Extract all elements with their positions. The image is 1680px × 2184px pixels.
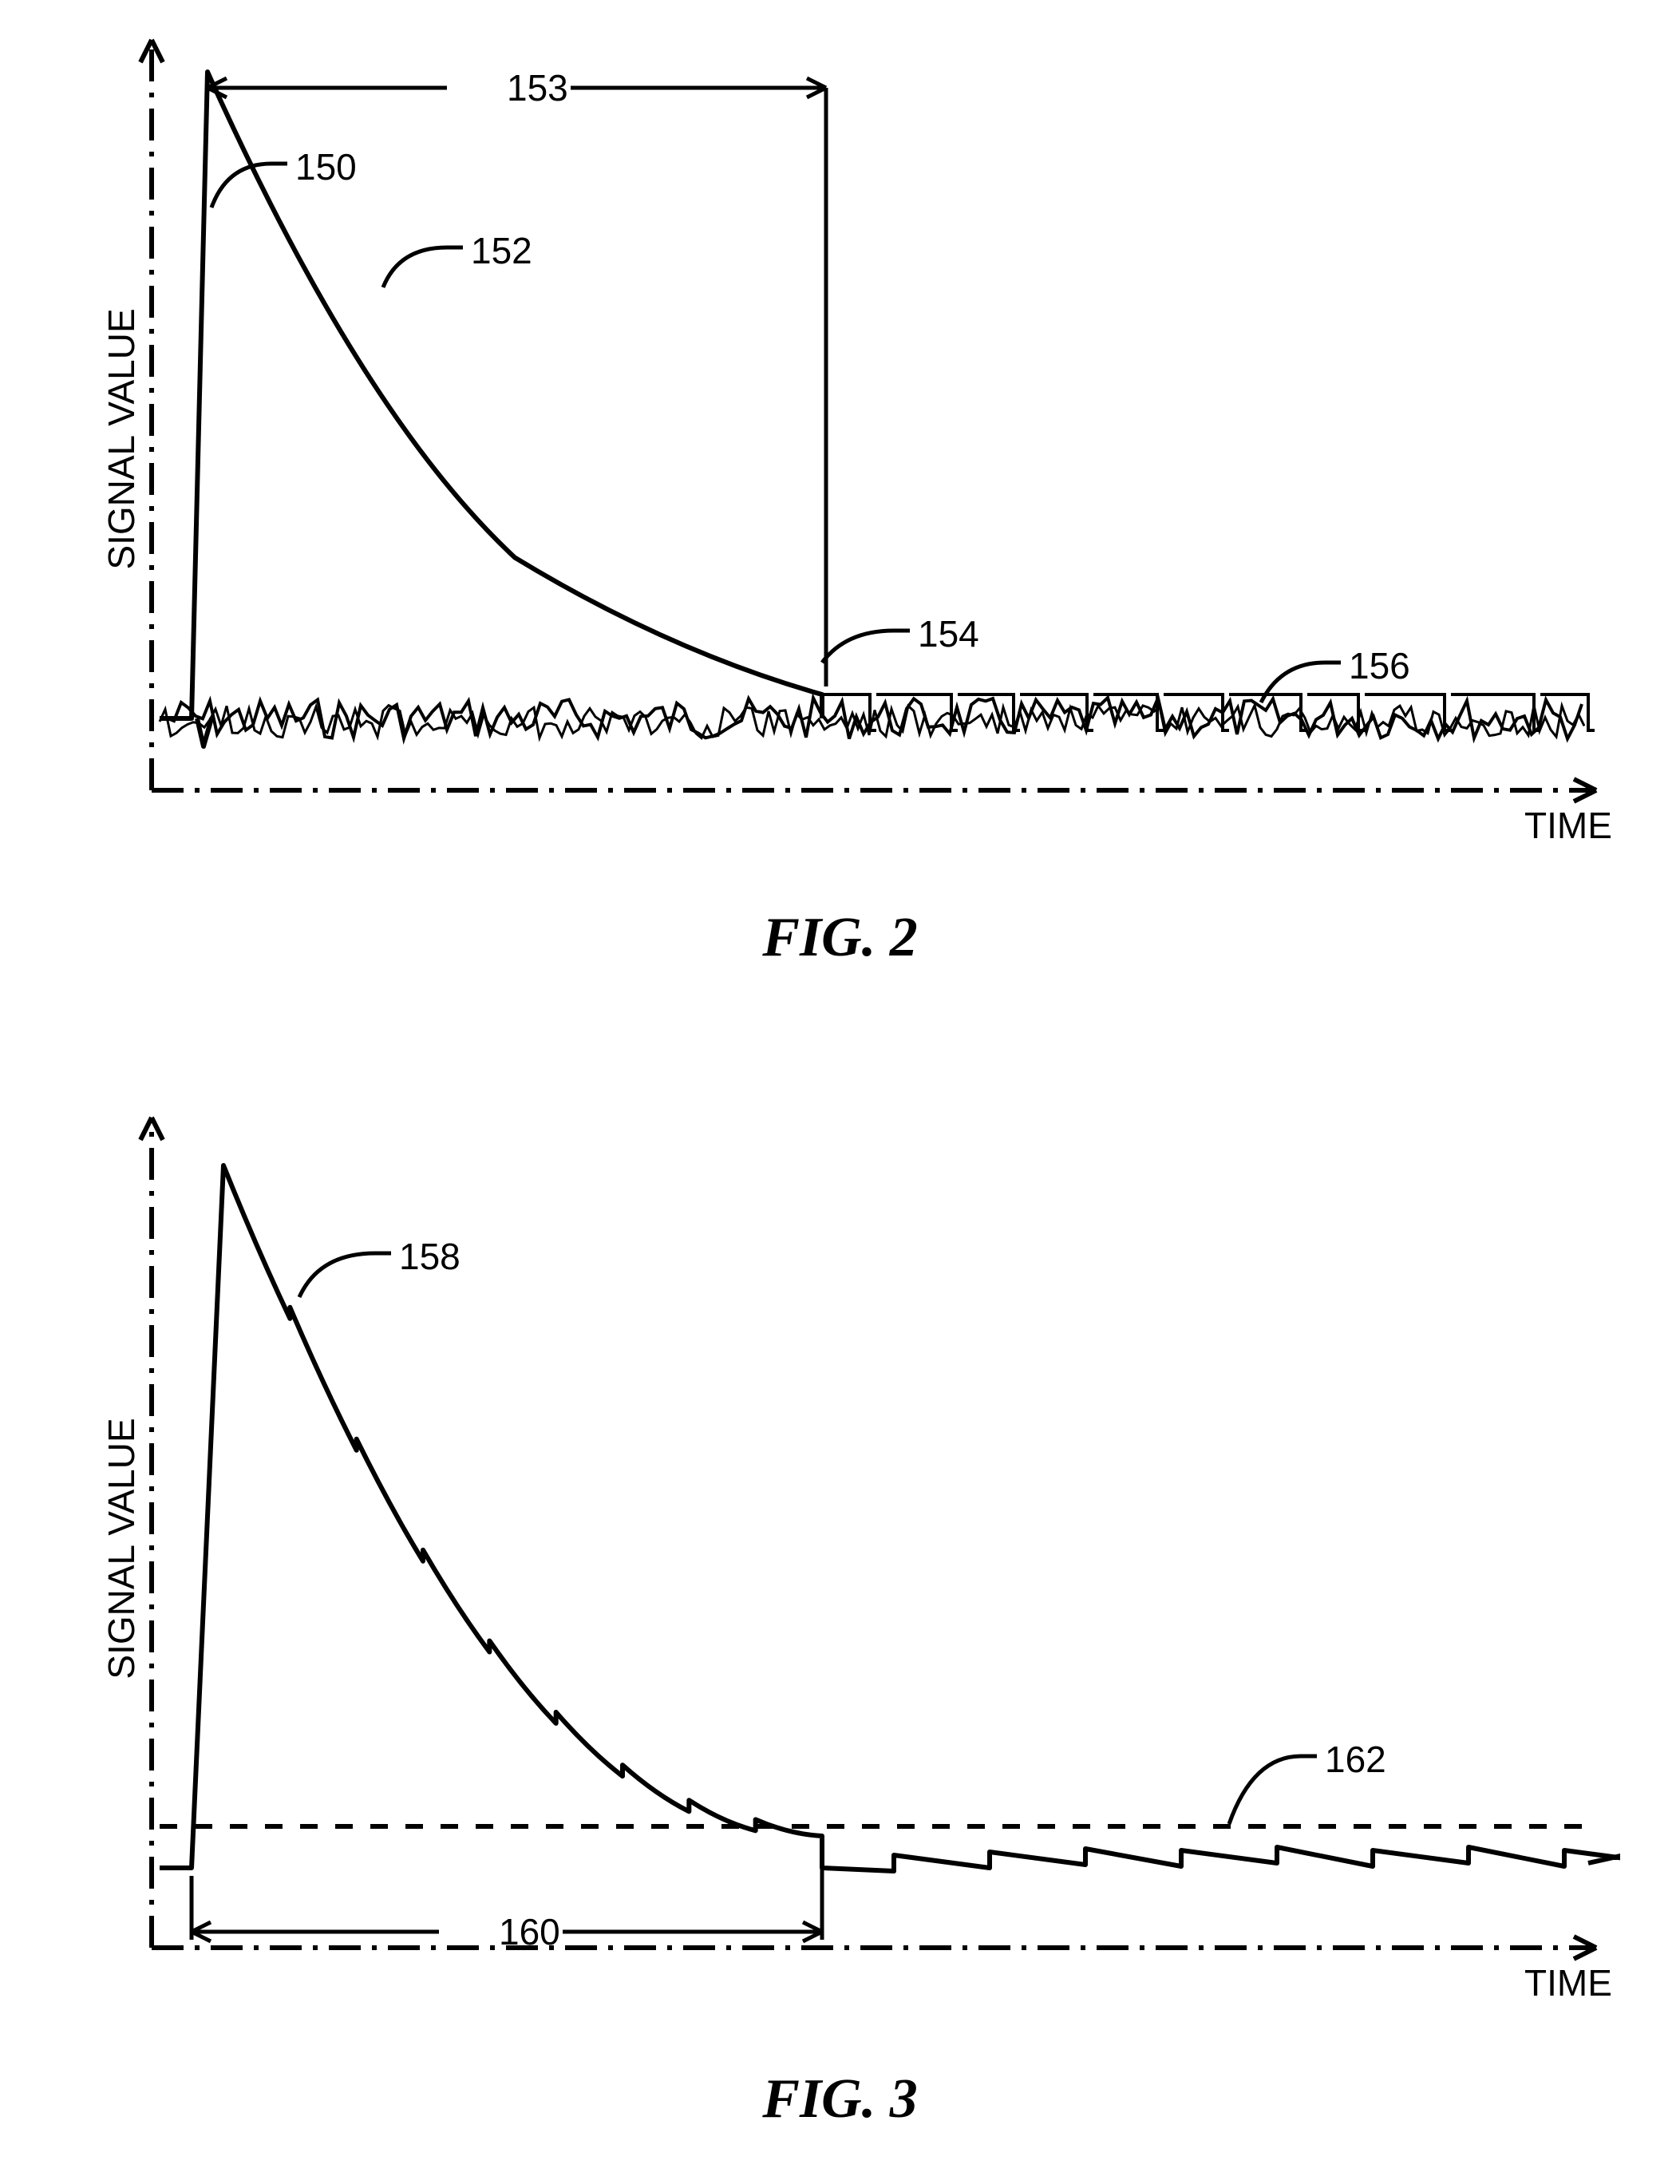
x-axis-label: TIME (1524, 805, 1612, 846)
label-152: 152 (471, 230, 532, 271)
y-axis-label: SIGNAL VALUE (104, 1418, 142, 1679)
leaders (211, 164, 1341, 702)
signal-curve (160, 72, 822, 746)
leaders (299, 1253, 1317, 1824)
figure-3-svg: 160 158 162 SIGNAL VALUE TIME (104, 1102, 1620, 2004)
figure-3: 160 158 162 SIGNAL VALUE TIME (104, 1102, 1620, 2004)
figure-2-svg: 153 150 152 154 156 SIGN (104, 24, 1620, 846)
y-axis-label: SIGNAL VALUE (104, 308, 142, 569)
label-158: 158 (399, 1236, 461, 1277)
label-162: 162 (1325, 1739, 1386, 1780)
x-axis-label: TIME (1524, 1962, 1612, 2004)
axes (140, 40, 1596, 801)
figure-3-caption: FIG. 3 (0, 2067, 1680, 2131)
figure-2: 153 150 152 154 156 SIGN (104, 24, 1620, 846)
label-156: 156 (1349, 645, 1410, 686)
noise-band (160, 694, 1595, 739)
label-153: 153 (507, 67, 568, 109)
figure-2-caption: FIG. 2 (0, 906, 1680, 970)
axes (140, 1118, 1596, 1959)
label-154: 154 (918, 613, 979, 655)
page: 153 150 152 154 156 SIGN (0, 0, 1680, 2184)
label-150: 150 (295, 146, 357, 188)
signal-curve (160, 1165, 1620, 1871)
label-160: 160 (499, 1911, 560, 1953)
